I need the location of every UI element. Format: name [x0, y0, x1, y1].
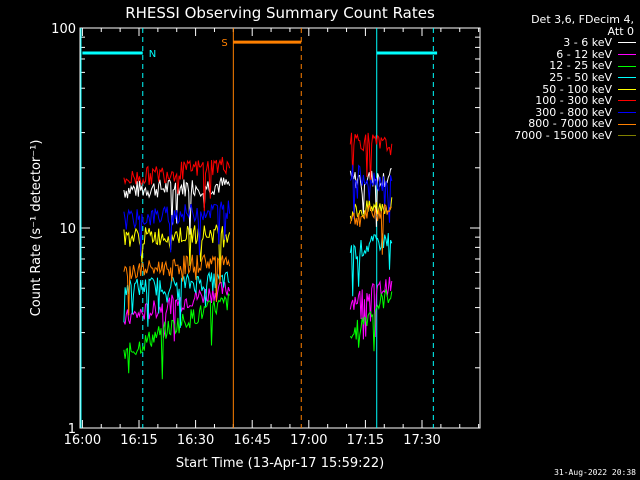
series-trace: [349, 233, 393, 297]
y-tick-label: 1: [68, 422, 76, 437]
legend-item-label: 300 - 800 keV: [535, 105, 612, 119]
legend-item: 50 - 100 keV: [478, 82, 636, 96]
legend-swatch: [618, 100, 636, 102]
x-tick-label: 17:00: [290, 433, 327, 448]
legend: Det 3,6, FDecim 4, Att 0 3 - 6 keV 6 - 12…: [478, 14, 636, 142]
y-tick-label: 100: [51, 22, 76, 37]
legend-item: 12 - 25 keV: [478, 60, 636, 72]
series-trace: [349, 289, 393, 352]
x-tick-label: 16:00: [64, 433, 101, 448]
series-trace: [349, 132, 393, 183]
legend-swatch: [618, 123, 636, 125]
legend-swatch: [618, 112, 636, 114]
legend-item-label: 25 - 50 keV: [549, 70, 612, 84]
legend-swatch: [618, 77, 636, 79]
legend-item: 100 - 300 keV: [478, 95, 636, 107]
legend-item-label: 6 - 12 keV: [556, 47, 612, 61]
legend-item-label: 50 - 100 keV: [542, 82, 612, 96]
x-tick-label: 17:30: [403, 433, 440, 448]
legend-swatch: [618, 42, 636, 44]
legend-item-label: 800 - 7000 keV: [528, 117, 612, 131]
flag-label-n: N: [149, 49, 156, 60]
timestamp: 31-Aug-2022 20:38: [554, 468, 636, 477]
x-tick-label: 17:15: [347, 433, 384, 448]
legend-item-label: 7000 - 15000 keV: [514, 128, 612, 142]
legend-header-line1: Det 3,6, FDecim 4,: [531, 13, 634, 26]
series-trace: [123, 156, 231, 212]
legend-item-label: 12 - 25 keV: [549, 59, 612, 73]
y-axis-label: Count Rate (s⁻¹ detector⁻¹): [29, 140, 44, 317]
legend-item: 3 - 6 keV: [478, 37, 636, 49]
legend-swatch: [618, 54, 636, 56]
series-trace: [123, 292, 230, 380]
legend-item: 6 - 12 keV: [478, 49, 636, 61]
series-trace: [123, 224, 231, 284]
x-tick-label: 16:45: [233, 433, 270, 448]
series-trace: [349, 276, 393, 340]
series-trace: [123, 200, 231, 257]
y-tick-label: 10: [59, 222, 76, 237]
legend-swatch: [618, 88, 636, 90]
series-trace: [349, 203, 392, 255]
legend-header-line2: Att 0: [607, 24, 634, 38]
x-axis-label: Start Time (13-Apr-17 15:59:22): [176, 456, 384, 471]
series-trace: [123, 281, 231, 342]
x-tick-label: 16:15: [120, 433, 157, 448]
legend-item: 800 - 7000 keV: [478, 118, 636, 130]
legend-item-label: 100 - 300 keV: [535, 94, 612, 108]
series-trace: [123, 253, 231, 316]
flag-label-s: S: [221, 38, 227, 49]
legend-item: 300 - 800 keV: [478, 107, 636, 119]
series-trace: [123, 271, 230, 328]
legend-swatch: [618, 65, 636, 67]
legend-item: 25 - 50 keV: [478, 72, 636, 84]
series-trace: [349, 197, 393, 221]
chart-title: RHESSI Observing Summary Count Rates: [125, 4, 435, 22]
legend-item-label: 3 - 6 keV: [563, 36, 612, 50]
legend-item: 7000 - 15000 keV: [478, 130, 636, 142]
x-tick-label: 16:30: [177, 433, 214, 448]
legend-swatch: [618, 135, 636, 137]
series-trace: [123, 177, 231, 235]
